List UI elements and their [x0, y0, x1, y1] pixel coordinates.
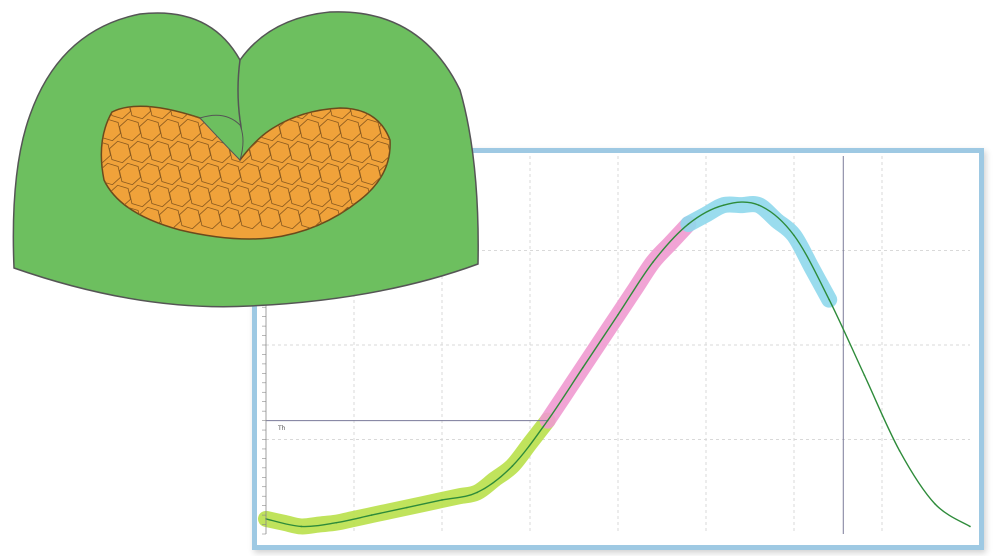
curve-point: [300, 525, 302, 528]
cell: [119, 162, 141, 186]
cell: [329, 106, 351, 120]
curve-point: [722, 204, 725, 206]
cell: [269, 140, 291, 164]
curve-point: [617, 313, 619, 316]
cell: [199, 206, 221, 230]
cell: [309, 140, 331, 164]
cell: [189, 184, 211, 208]
cell: [129, 184, 151, 208]
cell-walls: [101, 106, 391, 230]
cell: [379, 118, 391, 142]
cell: [249, 140, 271, 164]
cell: [339, 118, 361, 142]
cell: [359, 118, 381, 142]
cell: [359, 162, 381, 186]
cell: [219, 206, 241, 230]
cell: [279, 118, 301, 142]
cell: [129, 106, 151, 120]
cell: [109, 140, 131, 164]
cell: [309, 106, 331, 120]
curve-point: [406, 506, 408, 509]
cell: [219, 162, 241, 186]
cell: [349, 106, 371, 120]
cell: [319, 118, 341, 142]
cell: [169, 140, 191, 164]
curve-point: [546, 419, 549, 422]
cell: [149, 184, 171, 208]
cell: [129, 140, 151, 164]
cell: [159, 118, 181, 142]
curve-point: [582, 366, 584, 369]
curve-point: [898, 450, 901, 452]
curve-point: [652, 261, 654, 263]
cell: [149, 140, 171, 164]
curve-point: [335, 521, 338, 524]
cell: [259, 162, 281, 186]
curve-point: [758, 204, 760, 206]
cell: [209, 184, 231, 208]
cell: [149, 106, 171, 120]
curve-point: [370, 514, 373, 516]
cell: [179, 162, 201, 186]
cell: [269, 184, 291, 208]
curve-point: [863, 374, 866, 377]
cell: [279, 162, 301, 186]
cell: [109, 106, 131, 120]
cell: [101, 118, 121, 142]
cell: [101, 162, 121, 186]
cell: [329, 184, 351, 208]
cell: [139, 162, 161, 186]
cell: [279, 206, 301, 230]
cell: [329, 140, 351, 164]
cell: [289, 140, 311, 164]
cell: [139, 118, 161, 142]
curve-point: [511, 465, 514, 467]
curve-point: [793, 234, 795, 237]
cell: [309, 184, 331, 208]
curve-point: [441, 499, 443, 501]
cell: [299, 118, 321, 142]
phase-3-highlight: [680, 196, 838, 308]
cell: [289, 106, 311, 120]
growth-curve-line: [265, 201, 971, 528]
cell: [369, 140, 391, 164]
cell: [299, 162, 321, 186]
curve-point: [828, 298, 830, 301]
curve-point: [934, 502, 936, 505]
threshold-label: Th: [278, 425, 286, 432]
tissue-cross-section-illustration: [12, 11, 479, 308]
cell: [199, 162, 221, 186]
cell: [101, 140, 111, 164]
curve-point: [969, 525, 971, 528]
cell: [239, 206, 261, 230]
inner-lobe: [199, 114, 244, 161]
cell: [239, 162, 261, 186]
cell: [339, 162, 361, 186]
cell: [119, 118, 141, 142]
cell: [179, 118, 201, 142]
cell: [249, 184, 271, 208]
cell: [229, 184, 251, 208]
curve-point: [476, 491, 478, 494]
cell: [259, 206, 281, 230]
cell: [319, 162, 341, 186]
cell: [289, 184, 311, 208]
cell: [169, 184, 191, 208]
cell: [189, 140, 211, 164]
cell: [179, 206, 201, 230]
cell: [379, 162, 391, 186]
cell: [169, 106, 191, 120]
curve-point: [687, 223, 690, 225]
cell: [349, 140, 371, 164]
cell: [159, 162, 181, 186]
